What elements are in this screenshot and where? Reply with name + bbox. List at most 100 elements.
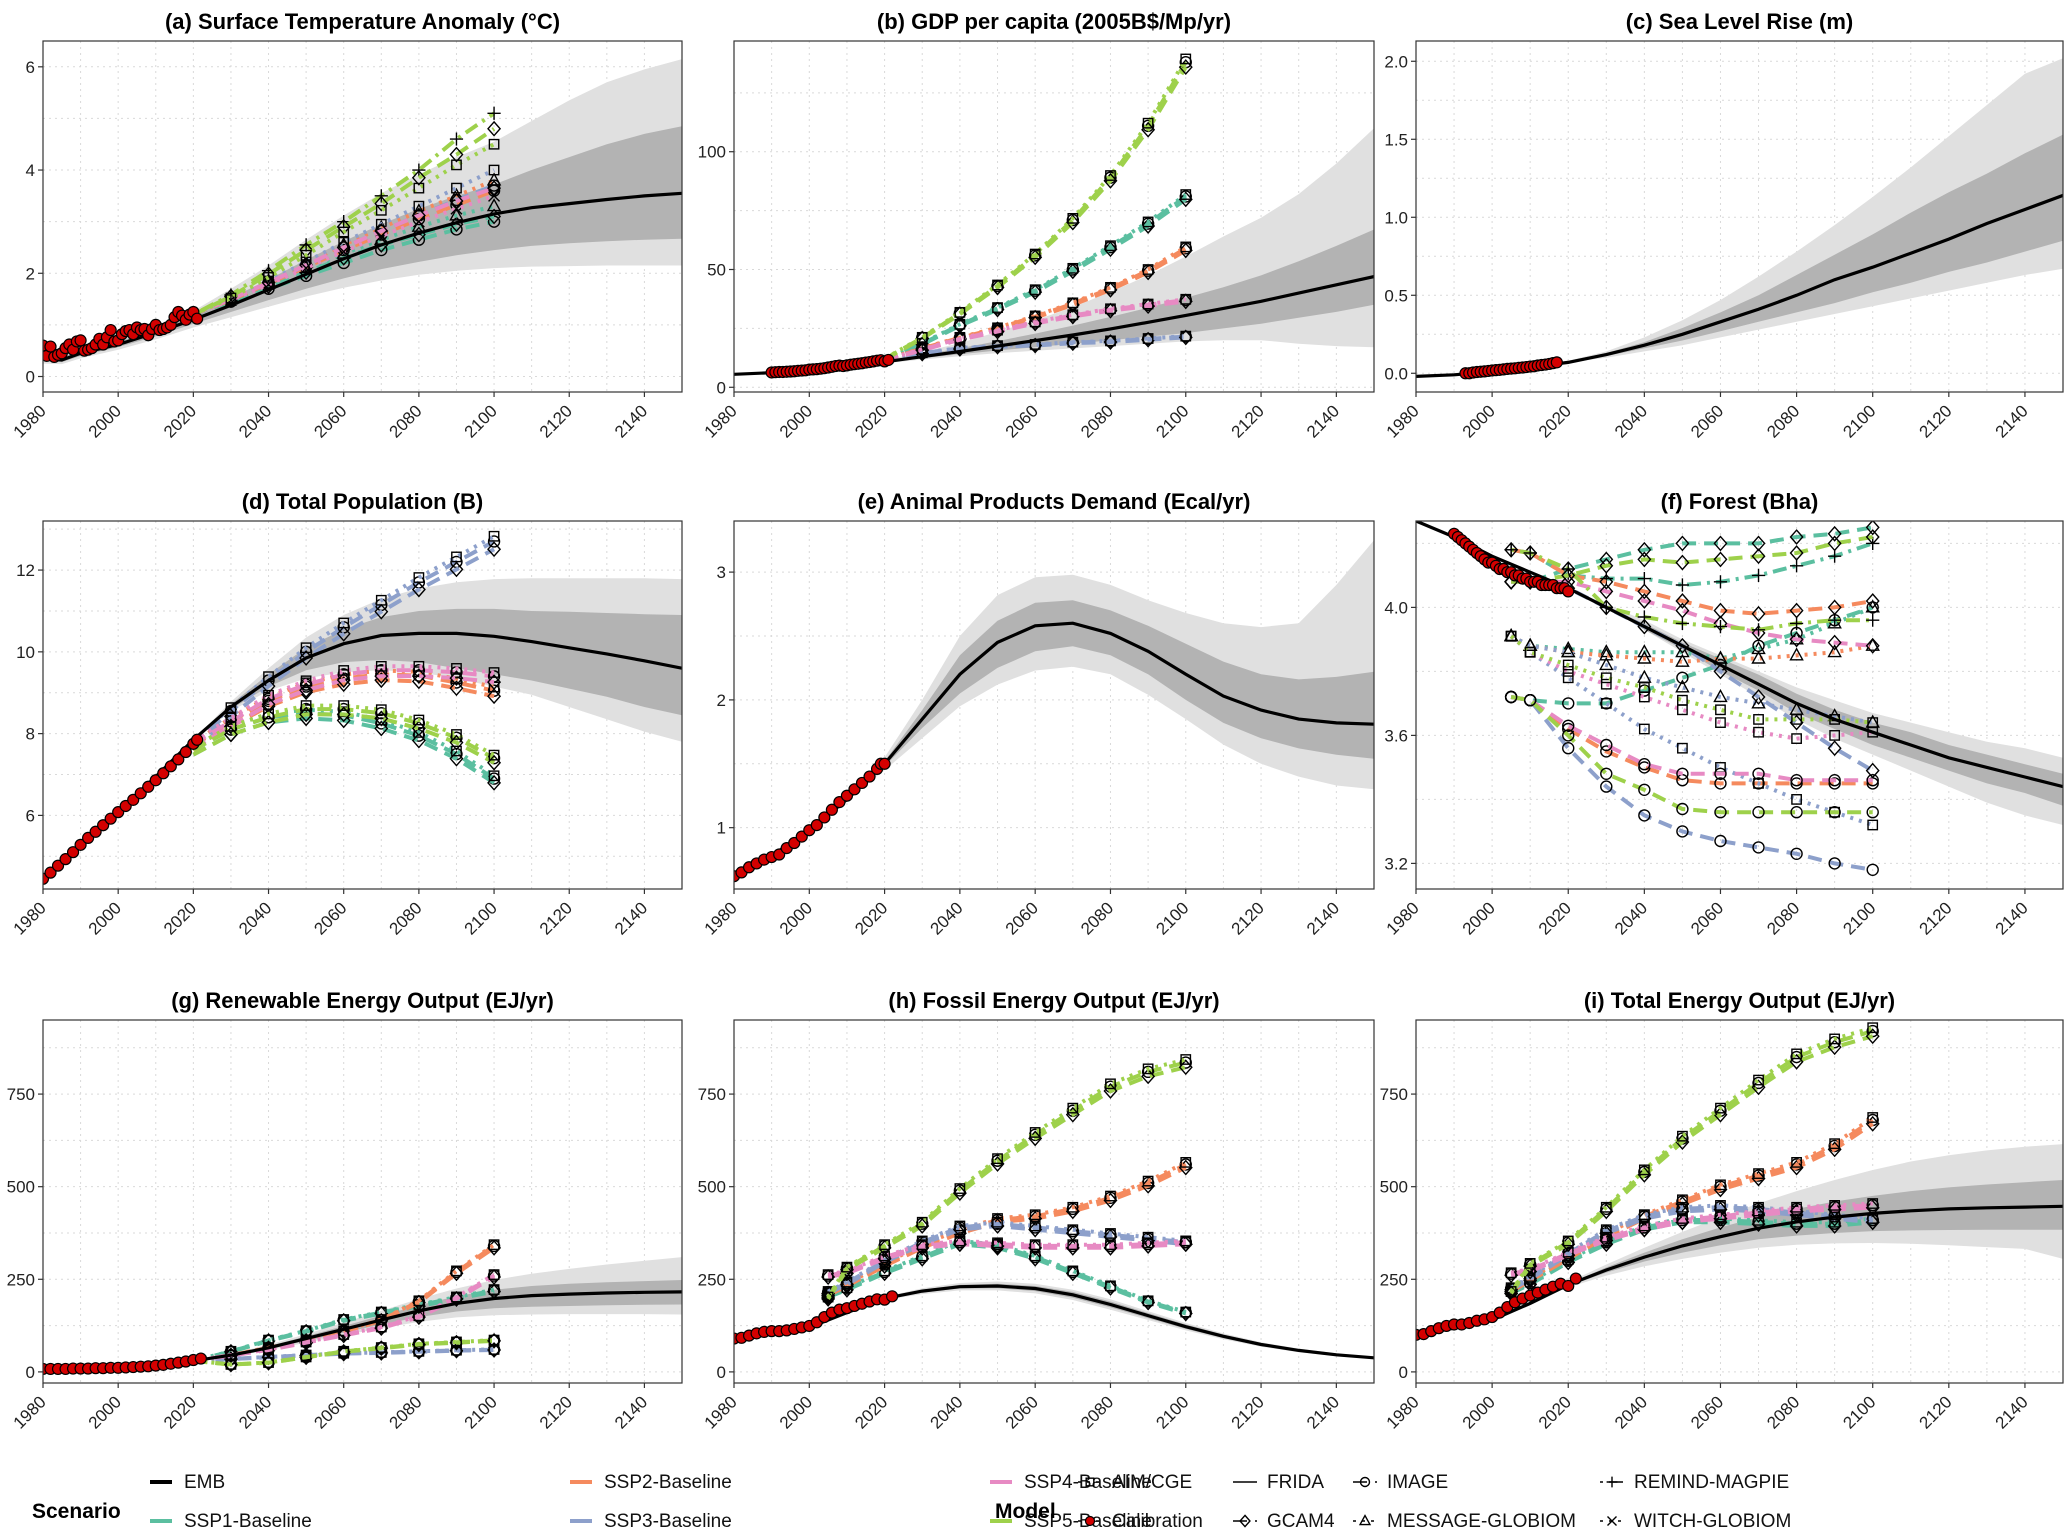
ssp-point-marker (1827, 740, 1842, 757)
plot-area (734, 53, 1374, 379)
plus-marker-icon (1606, 1476, 1618, 1488)
ssp-series-ssp5-baseline-image (826, 1060, 1187, 1299)
x-tick-label: 1980 (1383, 401, 1423, 441)
y-tick-label: 0 (26, 1363, 35, 1382)
ssp-point-marker (375, 204, 387, 216)
ssp-point-marker (1600, 697, 1613, 710)
ssp-point-marker (299, 238, 313, 252)
ssp-point-marker (338, 617, 350, 629)
ssp-point-marker (1067, 297, 1079, 309)
x-tick-label: 2080 (386, 401, 426, 441)
calibration-marker-icon (1084, 1515, 1096, 1527)
ssp-series-ssp5-baseline-aim-cge (192, 142, 496, 317)
ssp-series-ssp2-baseline-gcam4 (1510, 547, 1874, 616)
ssp-point-marker (1180, 330, 1192, 342)
y-tick-label: 2 (26, 264, 35, 283)
circle-marker-icon (1359, 1476, 1371, 1488)
uncertainty-band-inner (1416, 134, 2063, 377)
ssp-point-marker (1105, 303, 1116, 315)
ssp-series-ssp3-baseline-gcam4 (193, 1348, 495, 1363)
ssp-point-marker (1067, 1265, 1079, 1277)
ssp-point-marker (1751, 695, 1766, 709)
ssp-point-marker (1677, 1130, 1688, 1142)
panel-b: (b) GDP per capita (2005B$/Mp/yr) 0 50 100 1… (698, 9, 1375, 442)
ssp-point-marker (299, 257, 314, 273)
ssp-point-marker (1675, 535, 1690, 552)
x-tick-label: 2080 (386, 898, 426, 938)
x-tick-label: 2060 (1687, 401, 1727, 441)
ssp-point-marker (1600, 780, 1613, 793)
calibration-point (179, 745, 192, 759)
legend-label: GCAM4 (1267, 1511, 1335, 1532)
ssp-point-marker (449, 734, 464, 751)
ssp-point-marker (1867, 717, 1879, 728)
ssp-point-marker (449, 207, 464, 221)
ssp-point-marker (1142, 298, 1154, 310)
ssp-point-marker (1790, 806, 1803, 819)
ssp-series-ssp1-baseline-aim-cge (192, 1287, 495, 1363)
ssp-point-marker (451, 182, 462, 194)
ssp-point-marker (1142, 1063, 1154, 1075)
ssp-point-marker (1638, 1164, 1650, 1176)
ssp-point-marker (411, 218, 427, 232)
ssp-point-marker (374, 603, 389, 620)
ssp-point-marker (992, 1153, 1003, 1165)
ssp-point-marker (1867, 1022, 1879, 1034)
ssp-point-marker (1865, 762, 1880, 779)
plot-frame (42, 40, 683, 393)
ssp-point-marker (1029, 1127, 1041, 1138)
ssp-series-ssp3-baseline-gcam4 (827, 1223, 1186, 1296)
x-tick-label: 2060 (1002, 1392, 1042, 1432)
y-tick-label: 2 (717, 691, 726, 710)
ssp-point-marker (1141, 217, 1155, 230)
ssp-series-ssp4-baseline-aim-cge (1510, 1201, 1873, 1275)
ssp-point-marker (1562, 659, 1574, 671)
y-tick-label: 500 (1380, 1178, 1408, 1197)
x-tick-label: 2020 (1535, 898, 1575, 938)
x-tick-label: 1980 (10, 898, 50, 938)
ssp-point-marker (1751, 548, 1766, 565)
x-tick-label: 2080 (1077, 401, 1117, 441)
plot-frame (733, 1019, 1375, 1384)
ssp-point-marker (992, 302, 1003, 313)
ssp-point-marker (411, 668, 426, 685)
ssp-point-marker (449, 132, 464, 146)
uncertainty-band-outer (1416, 58, 2063, 377)
y-tick-label: 0.5 (1384, 286, 1408, 305)
ssp-point-marker (822, 1269, 834, 1280)
ssp-point-marker (338, 700, 350, 711)
x-tick-label: 2100 (461, 898, 501, 938)
ssp-point-marker (449, 670, 464, 687)
x-tick-label: 2020 (1535, 401, 1575, 441)
ssp-point-marker (1561, 567, 1576, 584)
ssp-point-marker (1067, 1102, 1079, 1114)
ssp-point-marker (336, 672, 351, 689)
uncertainty-band-outer (43, 1257, 682, 1369)
ssp-point-marker (488, 749, 500, 761)
ssp-point-marker (1141, 119, 1155, 133)
ssp-point-marker (1675, 593, 1690, 609)
x-tick-label: 1980 (701, 1392, 741, 1432)
x-tick-label: 2080 (1763, 401, 1803, 441)
ssp-point-marker (413, 572, 425, 583)
ssp-point-marker (412, 729, 426, 742)
ssp-point-marker (1865, 529, 1880, 545)
ssp-series-ssp2-baseline-gcam4 (1510, 1122, 1874, 1294)
ssp-point-marker (1105, 1239, 1116, 1251)
ssp-point-marker (411, 169, 426, 186)
frida-median-line (1416, 1204, 2063, 1337)
x-tick-label: 2000 (1459, 898, 1499, 938)
calibration-point (44, 340, 57, 353)
ssp-point-marker (1865, 637, 1880, 651)
ssp-point-marker (299, 706, 314, 723)
plot-frame (1415, 40, 2064, 393)
ssp-point-marker (1142, 117, 1154, 129)
calibration-point (149, 774, 162, 787)
ssp-point-marker (263, 708, 274, 720)
calibration-point (818, 811, 831, 824)
legend-label: REMIND-MAGPIE (1634, 1472, 1789, 1493)
uncertainty-band-inner (1416, 1180, 2063, 1335)
plot-area (43, 530, 682, 885)
ssp-point-marker (1179, 1056, 1192, 1069)
ssp-point-marker (1067, 309, 1079, 321)
